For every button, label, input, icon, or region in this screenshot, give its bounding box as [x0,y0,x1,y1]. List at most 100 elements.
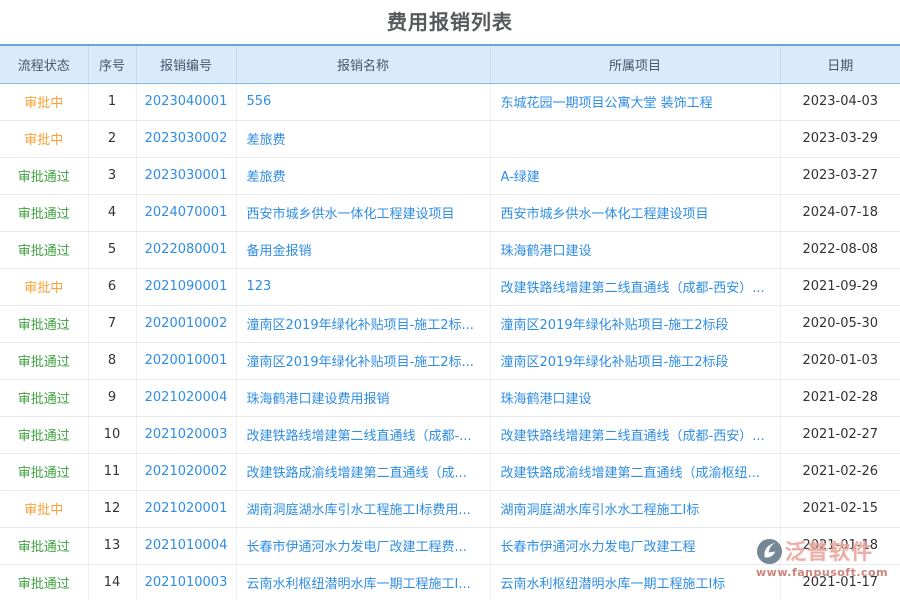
project-cell: 潼南区2019年绿化补贴项目-施工2标段 [489,342,780,380]
project-link[interactable]: 改建铁路线增建第二线直通线（成都-西安）... [500,281,765,296]
table-row: 审批通过 9 2021020004 珠海鹤港口建设费用报销 珠海鹤港口建设 20… [0,379,900,417]
name-link[interactable]: 123 [246,279,272,294]
col-header-project: 所属项目 [489,44,780,84]
project-link[interactable]: 湖南洞庭湖水库引水水工程施工I标 [500,503,700,518]
name-link[interactable]: 差旅费 [246,170,286,185]
name-cell: 珠海鹤港口建设费用报销 [235,379,490,417]
code-link[interactable]: 2021020004 [144,390,228,405]
header-row: 流程状态 序号 报销编号 报销名称 所属项目 日期 [0,44,900,84]
project-link[interactable]: A-绿建 [500,170,540,185]
name-cell: 西安市城乡供水一体化工程建设项目 [235,194,490,232]
name-link[interactable]: 湖南洞庭湖水库引水工程施工I标费用... [246,503,471,518]
project-cell: 珠海鹤港口建设 [489,231,780,269]
project-cell [489,120,780,158]
project-link[interactable]: 改建铁路成渝线增建第二直通线（成渝枢纽... [500,466,760,481]
status-badge: 审批中 [24,281,64,296]
date-cell: 2021-02-26 [779,453,900,491]
status-badge: 审批通过 [17,207,70,222]
date-cell: 2023-03-27 [779,157,900,195]
project-link[interactable]: 东城花园一期项目公寓大堂 装饰工程 [500,96,713,111]
code-cell: 2022080001 [135,231,236,269]
col-header-status: 流程状态 [0,44,88,84]
status-badge: 审批中 [24,96,64,111]
name-cell: 差旅费 [235,120,490,158]
project-link[interactable]: 西安市城乡供水一体化工程建设项目 [500,207,709,222]
col-header-date: 日期 [779,44,900,84]
status-cell: 审批通过 [0,416,88,454]
project-link[interactable]: 珠海鹤港口建设 [500,392,592,407]
name-link[interactable]: 改建铁路成渝线增建第二直通线（成... [246,466,467,481]
seq-cell: 11 [87,453,136,491]
project-link[interactable]: 改建铁路线增建第二线直通线（成都-西安）... [500,429,765,444]
project-link[interactable]: 潼南区2019年绿化补贴项目-施工2标段 [500,318,729,333]
code-cell: 2024070001 [135,194,236,232]
name-link[interactable]: 西安市城乡供水一体化工程建设项目 [246,207,455,222]
project-cell: 潼南区2019年绿化补贴项目-施工2标段 [489,305,780,343]
table-row: 审批通过 7 2020010002 潼南区2019年绿化补贴项目-施工2标...… [0,305,900,343]
code-link[interactable]: 2021020003 [144,427,228,442]
project-cell: 珠海鹤港口建设 [489,379,780,417]
date-cell: 2021-01-18 [779,527,900,565]
code-link[interactable]: 2023030001 [144,168,228,183]
name-link[interactable]: 备用金报销 [246,244,312,259]
code-link[interactable]: 2021020002 [144,464,228,479]
name-link[interactable]: 珠海鹤港口建设费用报销 [246,392,390,407]
project-link[interactable]: 潼南区2019年绿化补贴项目-施工2标段 [500,355,729,370]
name-cell: 湖南洞庭湖水库引水工程施工I标费用... [235,490,490,528]
table-row: 审批中 1 2023040001 556 东城花园一期项目公寓大堂 装饰工程 2… [0,83,900,121]
seq-cell: 2 [87,120,136,158]
status-badge: 审批通过 [17,355,70,370]
code-cell: 2021020002 [135,453,236,491]
code-cell: 2021020004 [135,379,236,417]
name-link[interactable]: 差旅费 [246,133,286,148]
project-link[interactable]: 长春市伊通河水力发电厂改建工程 [500,540,696,555]
code-link[interactable]: 2023030002 [144,131,228,146]
status-cell: 审批通过 [0,194,88,232]
project-link[interactable]: 珠海鹤港口建设 [500,244,592,259]
code-link[interactable]: 2023040001 [144,94,228,109]
page-title: 费用报销列表 [387,10,513,34]
name-cell: 改建铁路成渝线增建第二直通线（成... [235,453,490,491]
project-link[interactable]: 云南水利枢纽潜明水库一期工程施工I标 [500,577,726,592]
name-link[interactable]: 潼南区2019年绿化补贴项目-施工2标... [246,318,474,333]
table-row: 审批通过 14 2021010003 云南水利枢纽潜明水库一期工程施工I... … [0,564,900,600]
code-cell: 2020010002 [135,305,236,343]
name-link[interactable]: 556 [246,94,272,109]
seq-cell: 9 [87,379,136,417]
status-badge: 审批通过 [17,577,70,592]
code-link[interactable]: 2021010003 [144,575,228,590]
name-link[interactable]: 云南水利枢纽潜明水库一期工程施工I... [246,577,471,592]
status-cell: 审批中 [0,490,88,528]
code-link[interactable]: 2022080001 [144,242,228,257]
table-row: 审批中 6 2021090001 123 改建铁路线增建第二线直通线（成都-西安… [0,268,900,306]
status-cell: 审批通过 [0,564,88,600]
status-cell: 审批通过 [0,527,88,565]
name-link[interactable]: 潼南区2019年绿化补贴项目-施工2标... [246,355,474,370]
project-cell: 长春市伊通河水力发电厂改建工程 [489,527,780,565]
code-link[interactable]: 2021010004 [144,538,228,553]
code-link[interactable]: 2021090001 [144,279,228,294]
name-link[interactable]: 改建铁路线增建第二线直通线（成都-... [246,429,472,444]
status-badge: 审批通过 [17,392,70,407]
status-cell: 审批中 [0,268,88,306]
status-badge: 审批中 [24,133,64,148]
project-cell: A-绿建 [489,157,780,195]
name-link[interactable]: 长春市伊通河水力发电厂改建工程费... [246,540,467,555]
seq-cell: 8 [87,342,136,380]
code-link[interactable]: 2020010001 [144,353,228,368]
date-cell: 2020-01-03 [779,342,900,380]
project-cell: 西安市城乡供水一体化工程建设项目 [489,194,780,232]
code-link[interactable]: 2021020001 [144,501,228,516]
status-badge: 审批通过 [17,540,70,555]
table-row: 审批通过 10 2021020003 改建铁路线增建第二线直通线（成都-... … [0,416,900,454]
seq-cell: 6 [87,268,136,306]
status-cell: 审批通过 [0,157,88,195]
code-link[interactable]: 2024070001 [144,205,228,220]
seq-cell: 12 [87,490,136,528]
project-cell: 湖南洞庭湖水库引水水工程施工I标 [489,490,780,528]
col-header-seq: 序号 [87,44,136,84]
code-cell: 2021090001 [135,268,236,306]
date-cell: 2021-01-17 [779,564,900,600]
code-link[interactable]: 2020010002 [144,316,228,331]
seq-cell: 3 [87,157,136,195]
